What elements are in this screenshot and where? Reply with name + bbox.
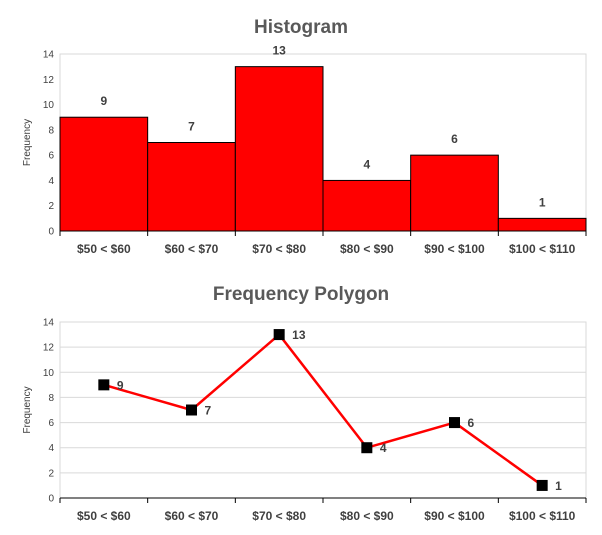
y-tick-label: 10 (43, 100, 55, 111)
y-tick-label: 4 (48, 443, 54, 454)
polygon-data-label: 9 (117, 378, 124, 392)
polygon-data-labels: 9 7 13 4 6 1 (117, 328, 562, 493)
category-label: $100 < $110 (509, 509, 576, 523)
y-tick-label: 2 (48, 468, 54, 479)
polygon-series-line (103, 333, 543, 487)
histogram-bars (59, 66, 587, 232)
histogram-data-label: 13 (272, 44, 286, 58)
y-tick-label: 6 (48, 418, 54, 429)
y-tick-label: 12 (43, 343, 55, 354)
polygon-y-axis-label: Frequency (22, 386, 33, 433)
polygon-data-label: 6 (468, 416, 475, 430)
y-tick-label: 6 (48, 151, 54, 162)
polygon-category-labels: $50 < $60 $60 < $70 $70 < $80 $80 < $90 $90 … (77, 509, 576, 523)
polygon-data-label: 1 (555, 479, 562, 493)
y-tick-label: 8 (48, 393, 54, 404)
histogram-data-labels: 9 7 13 4 6 1 (100, 44, 545, 210)
polygon-marker (186, 404, 197, 416)
polygon-gridlines (60, 321, 586, 474)
polygon-marker (449, 417, 460, 429)
category-label: $90 < $100 (424, 242, 485, 256)
category-label: $60 < $70 (165, 242, 219, 256)
category-label: $70 < $80 (252, 509, 306, 523)
histogram-data-label: 6 (451, 132, 458, 146)
polygon-marker (361, 442, 373, 454)
histogram-bar (147, 142, 236, 232)
y-tick-label: 2 (48, 201, 54, 212)
category-label: $80 < $90 (340, 242, 394, 256)
category-label: $90 < $100 (424, 509, 485, 523)
histogram-bar (410, 154, 499, 232)
histogram-data-label: 9 (100, 94, 107, 108)
polygon-data-label: 7 (205, 404, 212, 418)
histogram-data-label: 4 (363, 157, 370, 171)
polygon-marker (536, 479, 548, 491)
category-label: $80 < $90 (340, 509, 394, 523)
y-tick-label: 12 (43, 75, 55, 86)
category-label: $50 < $60 (77, 242, 131, 256)
category-label: $60 < $70 (165, 509, 219, 523)
histogram-category-labels: $50 < $60 $60 < $70 $70 < $80 $80 < $90 $90 … (77, 242, 576, 256)
frequency-polygon-chart: Frequency Polygon Frequency 02468101214 … (22, 284, 587, 523)
histogram-data-label: 7 (188, 120, 195, 134)
polygon-x-ticks (59, 498, 587, 503)
polygon-data-label: 4 (380, 441, 387, 455)
polygon-marker (273, 329, 285, 341)
polygon-title: Frequency Polygon (213, 284, 389, 305)
histogram-data-label: 1 (539, 195, 546, 209)
y-tick-label: 8 (48, 125, 54, 136)
polygon-y-ticks: 0 2 4 6 8 10 12 14 (43, 318, 55, 505)
category-label: $70 < $80 (252, 242, 306, 256)
histogram-bar (497, 217, 587, 232)
category-label: $100 < $110 (509, 242, 576, 256)
category-label: $50 < $60 (77, 509, 131, 523)
polygon-data-label: 13 (292, 328, 306, 342)
y-tick-label: 4 (48, 176, 54, 187)
y-tick-label: 14 (43, 50, 55, 61)
histogram-y-ticks: 0 2 4 6 8 10 12 14 (43, 50, 55, 238)
y-tick-label: 14 (43, 318, 55, 329)
y-tick-label: 0 (48, 494, 54, 505)
histogram-bar (59, 116, 149, 232)
histogram-bar (322, 179, 412, 232)
histogram-y-axis-label: Frequency (22, 119, 33, 166)
polygon-line (103, 333, 543, 487)
polygon-marker (98, 379, 110, 391)
polygon-markers (98, 329, 548, 491)
y-tick-label: 0 (48, 227, 54, 238)
histogram-x-ticks (59, 231, 587, 236)
y-tick-label: 10 (43, 368, 55, 379)
histogram-bar (234, 66, 324, 232)
histogram-title: Histogram (254, 17, 348, 38)
